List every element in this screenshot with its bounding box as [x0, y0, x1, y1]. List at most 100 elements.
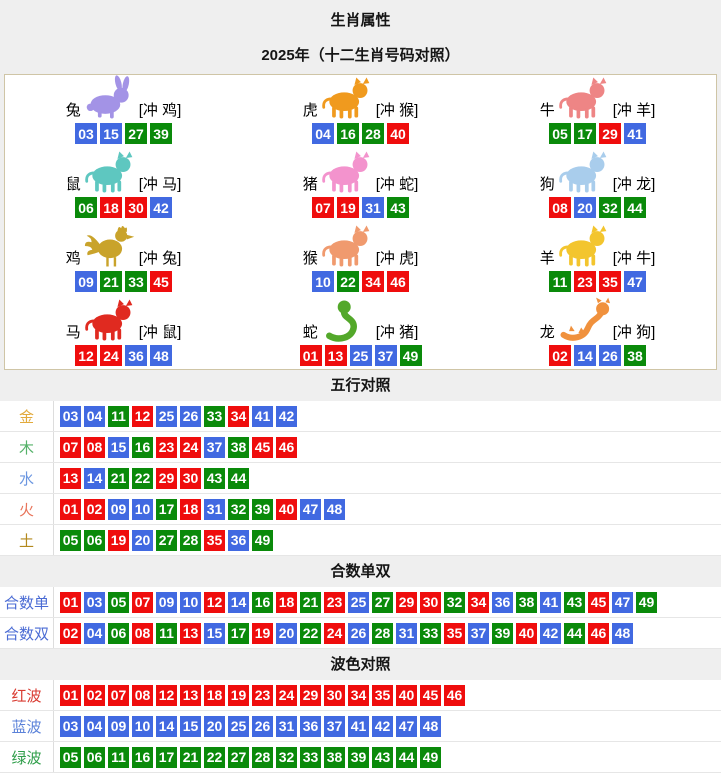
number-ball: 13 [60, 467, 81, 489]
zodiac-numbers: 12 24 36 48 [75, 345, 172, 366]
ox-icon [558, 77, 607, 119]
zodiac-name: 虎 [302, 102, 318, 119]
number-ball: 03 [75, 123, 97, 144]
number-ball: 27 [372, 591, 393, 613]
number-ball: 21 [300, 591, 321, 613]
number-ball: 07 [132, 591, 153, 613]
number-ball: 37 [204, 436, 225, 458]
number-ball: 45 [420, 684, 441, 706]
number-ball: 14 [574, 345, 596, 366]
number-ball: 06 [75, 197, 97, 218]
zodiac-cell-rabbit: 兔 [冲 鸡] 03 15 27 39 [5, 75, 242, 149]
number-ball: 34 [348, 684, 369, 706]
number-ball: 19 [108, 529, 129, 551]
number-ball: 17 [156, 746, 177, 768]
number-ball: 02 [84, 498, 105, 520]
data-row: 红波 01 02 07 08 12 13 18 19 23 24 29 30 34 35 40 45 46 [0, 680, 721, 711]
number-ball: 43 [372, 746, 393, 768]
number-ball: 27 [228, 746, 249, 768]
number-ball: 21 [108, 467, 129, 489]
number-ball: 07 [108, 684, 129, 706]
number-ball: 18 [180, 498, 201, 520]
zodiac-clash-label: [冲 牛] [612, 250, 656, 267]
zodiac-cell-dragon: 龙 [冲 狗] 02 14 26 38 [479, 297, 716, 371]
number-ball: 37 [468, 622, 489, 644]
number-ball: 35 [444, 622, 465, 644]
number-ball: 40 [276, 498, 297, 520]
number-ball: 48 [420, 715, 441, 737]
number-ball: 11 [108, 746, 129, 768]
number-ball: 39 [252, 498, 273, 520]
number-ball: 01 [60, 684, 81, 706]
page-subtitle: 2025年（十二生肖号码对照） [261, 47, 460, 64]
number-ball: 26 [180, 405, 201, 427]
zodiac-name: 猴 [302, 250, 318, 267]
zodiac-clash-label: [冲 马] [138, 176, 182, 193]
zodiac-header: 兔 [冲 鸡] [66, 75, 181, 120]
rooster-icon [84, 225, 134, 267]
number-ball: 16 [252, 591, 273, 613]
number-ball: 19 [228, 684, 249, 706]
data-row: 合数双 02 04 06 08 11 13 15 17 19 20 22 24 26 28 31 33 35 37 3… [0, 618, 721, 649]
number-ball: 31 [276, 715, 297, 737]
zodiac-numbers: 01 13 25 37 49 [299, 345, 422, 366]
row-label: 合数双 [3, 625, 49, 643]
zodiac-cell-pig: 猪 [冲 蛇] 07 19 31 43 [242, 149, 479, 223]
number-ball: 41 [252, 405, 273, 427]
number-ball: 26 [252, 715, 273, 737]
number-ball: 35 [372, 684, 393, 706]
number-ball: 10 [132, 498, 153, 520]
number-ball: 38 [624, 345, 646, 366]
zodiac-clash-label: [冲 兔] [138, 250, 182, 267]
number-ball: 23 [252, 684, 273, 706]
number-ball: 20 [204, 715, 225, 737]
zodiac-cell-tiger: 虎 [冲 猴] 04 16 28 40 [242, 75, 479, 149]
number-ball: 18 [204, 684, 225, 706]
number-ball: 27 [125, 123, 147, 144]
number-ball: 12 [156, 684, 177, 706]
zodiac-clash-label: [冲 鼠] [138, 324, 182, 341]
number-ball: 25 [156, 405, 177, 427]
number-ball: 46 [387, 271, 409, 292]
monkey-icon [321, 225, 370, 267]
number-ball: 36 [492, 591, 513, 613]
number-ball: 29 [599, 123, 621, 144]
number-ball: 19 [337, 197, 359, 218]
number-ball: 43 [387, 197, 409, 218]
number-ball: 32 [276, 746, 297, 768]
row-numbers: 01 02 07 08 12 13 18 19 23 24 29 30 34 35 40 45 46 [53, 680, 721, 710]
number-ball: 46 [276, 436, 297, 458]
pig-icon [321, 151, 370, 193]
number-ball: 30 [324, 684, 345, 706]
number-ball: 17 [574, 123, 596, 144]
number-ball: 28 [252, 746, 273, 768]
number-ball: 33 [125, 271, 147, 292]
row-label: 水 [18, 470, 34, 488]
number-ball: 49 [636, 591, 657, 613]
number-ball: 22 [337, 271, 359, 292]
zodiac-grid: 兔 [冲 鸡] 03 15 27 39 虎 [冲 猴] 04 16 28 40 牛 [冲 羊] 05 17 29… [4, 74, 717, 370]
number-ball: 32 [228, 498, 249, 520]
number-ball: 02 [84, 684, 105, 706]
number-ball: 18 [276, 591, 297, 613]
number-ball: 35 [599, 271, 621, 292]
zodiac-name: 鼠 [65, 176, 81, 193]
zodiac-header: 猪 [冲 蛇] [303, 149, 418, 194]
number-ball: 16 [132, 436, 153, 458]
row-label: 金 [18, 408, 34, 426]
number-ball: 45 [150, 271, 172, 292]
data-row: 水 13 14 21 22 29 30 43 44 [0, 463, 721, 494]
row-numbers: 01 02 09 10 17 18 31 32 39 40 47 48 [53, 494, 721, 524]
number-ball: 28 [362, 123, 384, 144]
zodiac-cell-monkey: 猴 [冲 虎] 10 22 34 46 [242, 223, 479, 297]
zodiac-cell-dog: 狗 [冲 龙] 08 20 32 44 [479, 149, 716, 223]
goat-icon [558, 225, 607, 267]
number-ball: 42 [540, 622, 561, 644]
zodiac-numbers: 02 14 26 38 [549, 345, 646, 366]
number-ball: 11 [549, 271, 571, 292]
number-ball: 29 [156, 467, 177, 489]
number-ball: 05 [60, 529, 81, 551]
number-ball: 29 [300, 684, 321, 706]
row-label: 木 [18, 439, 34, 457]
number-ball: 01 [60, 591, 81, 613]
